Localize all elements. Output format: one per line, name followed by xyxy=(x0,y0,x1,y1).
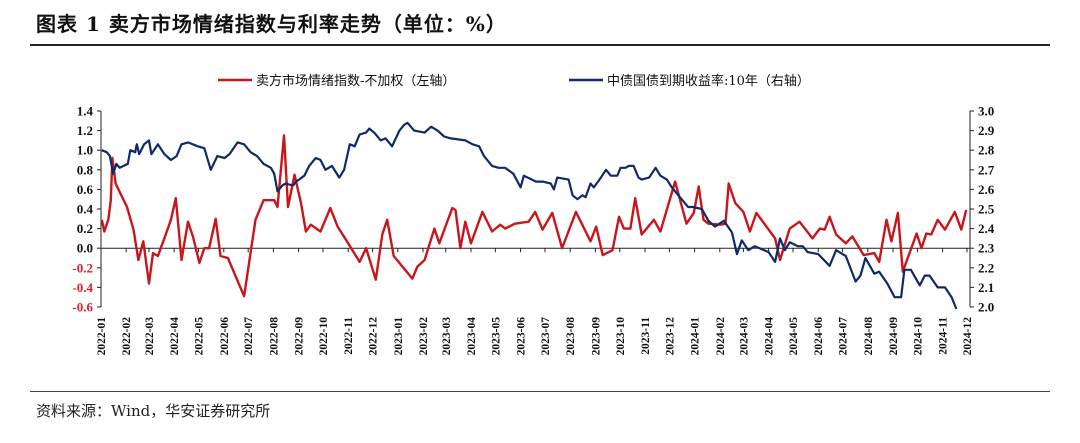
source-note: 资料来源：Wind，华安证券研究所 xyxy=(36,402,271,420)
legend-label-yield: 中债国债到期收益率:10年（右轴） xyxy=(607,73,810,89)
x-axis-tick-label: 2023-02 xyxy=(418,317,430,356)
x-axis-tick-label: 2023-05 xyxy=(490,317,502,356)
x-axis-tick-label: 2024-06 xyxy=(813,317,825,356)
x-axis-tick-label: 2022-11 xyxy=(343,317,355,355)
right-axis-tick-label: 2.0 xyxy=(978,300,994,315)
x-axis-tick-label: 2022-08 xyxy=(268,317,280,356)
x-axis-tick-label: 2022-09 xyxy=(294,317,306,356)
left-axis-tick-label: 1.4 xyxy=(77,104,94,119)
x-axis-tick-label: 2024-07 xyxy=(838,317,850,356)
series-line-yield xyxy=(101,121,958,310)
x-axis-tick-label: 2022-06 xyxy=(219,317,231,356)
x-axis-tick-label: 2022-05 xyxy=(194,317,206,356)
series-line-sentiment xyxy=(100,134,968,298)
right-axis-tick-label: 2.5 xyxy=(978,202,995,217)
right-axis-tick-label: 2.7 xyxy=(978,162,995,177)
x-axis-tick-label: 2022-02 xyxy=(121,317,133,356)
source-divider xyxy=(30,391,1050,392)
x-axis-tick-label: 2022-03 xyxy=(144,317,156,356)
x-axis-tick-label: 2024-09 xyxy=(888,317,900,356)
x-axis-tick-label: 2022-10 xyxy=(318,317,330,356)
left-axis-tick-label: 1.0 xyxy=(77,143,93,158)
x-axis-tick-label: 2024-01 xyxy=(690,317,702,356)
figure-title: 图表 1 卖方市场情绪指数与利率走势（单位：%） xyxy=(36,12,507,36)
x-axis-tick-label: 2023-04 xyxy=(466,317,478,356)
x-axis-tick-label: 2023-03 xyxy=(441,317,453,356)
x-axis-tick-label: 2023-07 xyxy=(540,317,552,356)
right-axis-tick-label: 2.3 xyxy=(978,241,995,256)
right-axis-tick-label: 2.8 xyxy=(978,143,995,158)
right-axis-tick-label: 2.4 xyxy=(978,221,995,236)
legend-label-sentiment: 卖方市场情绪指数-不加权（左轴） xyxy=(256,73,455,89)
x-axis-tick-label: 2022-04 xyxy=(169,317,181,356)
left-axis-tick-label: -0.4 xyxy=(72,280,93,295)
x-axis-tick-label: 2024-08 xyxy=(863,317,875,356)
right-axis-tick-label: 2.2 xyxy=(978,260,994,275)
left-axis-tick-label: -0.6 xyxy=(72,300,93,315)
x-axis-tick-label: 2023-09 xyxy=(590,317,602,356)
right-axis-tick-label: 3.0 xyxy=(978,104,994,119)
left-axis-tick-label: 1.2 xyxy=(77,123,93,138)
x-axis-tick-label: 2023-08 xyxy=(565,317,577,356)
x-axis-tick-label: 2024-05 xyxy=(788,317,800,356)
x-axis-tick-label: 2023-12 xyxy=(664,317,676,356)
x-axis-tick-label: 2024-03 xyxy=(738,317,750,356)
right-axis-tick-label: 2.9 xyxy=(978,123,995,138)
x-axis-tick-label: 2024-12 xyxy=(962,317,974,356)
x-axis-tick-label: 2023-01 xyxy=(393,317,405,356)
x-axis-tick-label: 2024-10 xyxy=(912,317,924,356)
right-axis-tick-label: 2.6 xyxy=(978,182,995,197)
left-axis-tick-label: 0.6 xyxy=(77,182,94,197)
x-axis-tick-label: 2024-11 xyxy=(938,317,950,355)
x-axis-tick-label: 2022-07 xyxy=(243,317,255,356)
x-axis-tick-label: 2022-01 xyxy=(96,317,108,356)
left-axis-tick-label: 0.4 xyxy=(77,202,94,217)
left-axis-tick-label: 0.2 xyxy=(77,221,93,236)
x-axis-tick-label: 2023-11 xyxy=(640,317,652,355)
left-axis-tick-label: 0.0 xyxy=(77,241,93,256)
x-axis-tick-label: 2024-02 xyxy=(715,317,727,356)
x-axis-tick-label: 2024-04 xyxy=(764,317,776,356)
left-axis-tick-label: -0.2 xyxy=(72,260,93,275)
x-axis-tick-label: 2023-10 xyxy=(615,317,627,356)
title-divider xyxy=(30,44,1050,46)
x-axis-tick-label: 2023-06 xyxy=(516,317,528,356)
left-axis-tick-label: 0.8 xyxy=(77,162,94,177)
right-axis-tick-label: 2.1 xyxy=(978,280,994,295)
x-axis-tick-label: 2022-12 xyxy=(368,317,380,356)
